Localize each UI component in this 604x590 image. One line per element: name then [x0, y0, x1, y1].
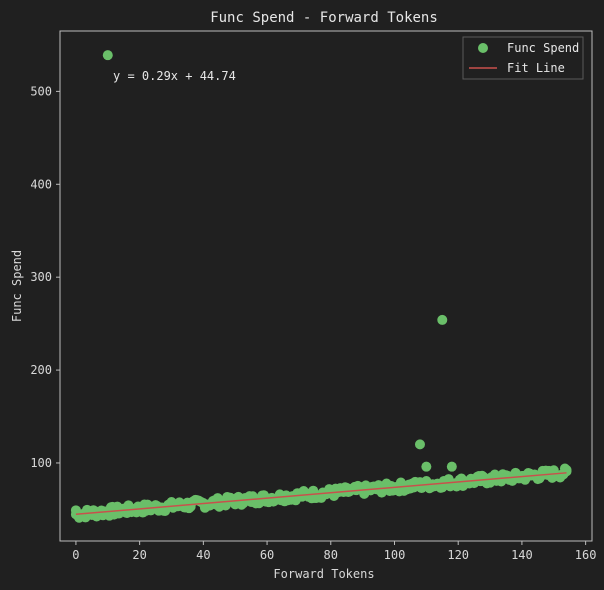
- fit-equation: y = 0.29x + 44.74: [113, 69, 236, 83]
- plot-area: [59, 30, 593, 542]
- scatter-point: [437, 314, 448, 325]
- legend: Func Spend Fit Line: [462, 36, 584, 80]
- y-axis-title: Func Spend: [10, 250, 24, 322]
- legend-label-fit-line: Fit Line: [507, 61, 565, 75]
- x-tick-label: 140: [511, 548, 533, 562]
- x-tick-label: 80: [324, 548, 338, 562]
- scatter-point: [102, 50, 113, 61]
- y-tick-label: 400: [30, 177, 52, 191]
- chart-title: Func Spend - Forward Tokens: [210, 10, 438, 26]
- x-tick-label: 60: [260, 548, 274, 562]
- y-tick-label: 200: [30, 363, 52, 377]
- x-tick-label: 20: [132, 548, 146, 562]
- x-tick-label: 160: [575, 548, 597, 562]
- x-tick-label: 120: [447, 548, 469, 562]
- y-tick-label: 300: [30, 270, 52, 284]
- scatter-point: [446, 461, 457, 472]
- scatter-point: [421, 461, 432, 472]
- y-tick-label: 100: [30, 456, 52, 470]
- fit-line: [75, 472, 567, 516]
- scatter-point: [74, 512, 85, 523]
- x-tick-label: 0: [72, 548, 79, 562]
- legend-label-func-spend: Func Spend: [507, 41, 579, 55]
- fit-line-group: [75, 472, 567, 516]
- x-tick-label: 100: [384, 548, 406, 562]
- legend-scatter-marker: [478, 43, 488, 53]
- x-axis: 0 20 40 60 80 100 120 140 160: [72, 541, 596, 562]
- x-tick-label: 40: [196, 548, 210, 562]
- scatter-point: [561, 466, 572, 477]
- x-axis-title: Forward Tokens: [273, 567, 374, 581]
- y-tick-label: 500: [30, 84, 52, 98]
- y-axis: 100 200 300 400 500: [30, 84, 60, 470]
- scatter-point: [414, 439, 425, 450]
